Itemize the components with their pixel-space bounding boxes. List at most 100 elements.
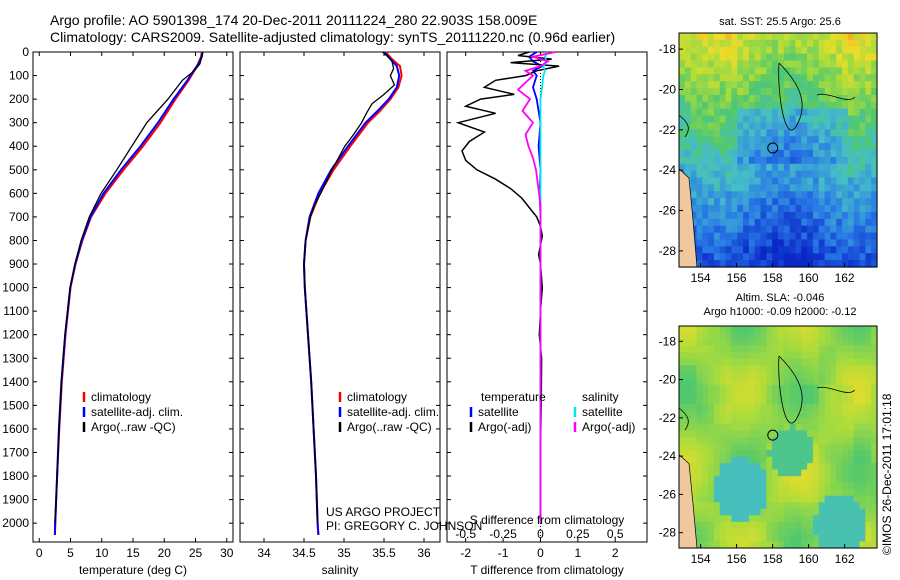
sla-map-cell xyxy=(702,326,709,334)
sla-map-cell xyxy=(859,345,866,353)
sst-map-cell xyxy=(690,67,698,75)
sst-map-cell xyxy=(679,53,686,62)
sst-map-cell xyxy=(865,191,872,199)
sla-map-cell xyxy=(871,326,878,334)
sla-map-cell xyxy=(696,534,703,543)
sst-map-cell xyxy=(836,122,843,130)
sst-map-cell xyxy=(743,81,750,89)
sst-map-cell xyxy=(696,156,703,165)
sla-map-cell xyxy=(737,541,744,549)
sla-map-cells xyxy=(679,326,878,549)
sst-map-cell xyxy=(853,81,861,89)
sla-map-cell xyxy=(801,508,808,516)
sst-map-cell xyxy=(812,129,820,137)
sst-map-cell xyxy=(807,46,814,55)
sst-map-cell xyxy=(731,170,738,179)
sst-map-cell xyxy=(801,218,808,227)
sla-map-cell xyxy=(731,352,738,360)
sla-map-cell xyxy=(731,502,738,510)
sla-map-cell xyxy=(871,528,878,536)
sst-map-cell xyxy=(789,184,797,192)
sla-map-cell xyxy=(818,437,826,445)
sla-map-cell xyxy=(702,378,709,386)
sla-map-cell xyxy=(847,476,855,484)
sst-map-cell xyxy=(824,246,832,254)
sst-map-cell xyxy=(783,81,791,89)
sst-map-cell xyxy=(801,74,808,82)
timestamp-stamp: ©IMOS 26-Dec-2011 17:01:18 xyxy=(880,393,894,555)
sla-map-cell xyxy=(748,437,756,445)
sst-map-cell xyxy=(760,191,767,199)
sst-map-cell xyxy=(842,122,849,130)
sla-map-cell xyxy=(830,515,837,523)
sla-map-cell xyxy=(865,456,872,464)
sst-map-cell xyxy=(778,115,785,124)
sst-map-cell xyxy=(795,246,802,254)
sla-map-cell xyxy=(690,339,698,347)
sst-map-cell xyxy=(713,191,721,199)
sla-map-cell xyxy=(772,417,779,425)
sla-map-cell xyxy=(748,502,756,510)
sla-map-cell xyxy=(801,339,808,347)
sst-map-cell xyxy=(772,150,779,158)
sla-map-cell xyxy=(748,378,756,386)
sst-map-cell xyxy=(807,101,814,110)
sla-map-cell xyxy=(842,476,849,484)
sla-map-cell xyxy=(684,339,692,347)
sla-map-cell xyxy=(696,443,703,451)
sst-map-cell xyxy=(713,101,721,110)
sst-map-cell xyxy=(853,225,861,234)
sla-map-cell xyxy=(859,534,866,543)
sst-map-cell xyxy=(783,225,791,234)
sst-map-cell xyxy=(836,101,843,110)
sla-map-cell xyxy=(812,437,820,445)
sst-map-cell xyxy=(690,81,698,89)
sst-map-cell xyxy=(737,177,744,186)
sla-map-cell xyxy=(795,391,802,399)
sst-map-cell xyxy=(795,108,802,117)
sst-map-cell xyxy=(871,205,878,213)
sst-map-cell xyxy=(847,156,855,165)
sla-map-cell xyxy=(830,358,837,366)
sla-map-cell xyxy=(830,384,837,392)
sla-map-cell xyxy=(725,508,733,516)
sst-map-cell xyxy=(684,94,692,103)
sla-map-cell xyxy=(754,437,762,445)
sst-map-cell xyxy=(807,163,814,172)
sst-map-cell xyxy=(830,211,837,220)
sla-map-cell xyxy=(708,332,715,340)
sla-map-cell xyxy=(859,378,866,386)
sla-lon-tick-label: 158 xyxy=(763,552,783,566)
sst-map-cell xyxy=(795,46,802,55)
sla-map-cell xyxy=(847,371,855,379)
sst-map-cell xyxy=(684,74,692,82)
sla-map-cell xyxy=(778,463,785,471)
sst-map-cell xyxy=(766,53,773,62)
sst-map-frame xyxy=(678,32,878,268)
sla-map-cell xyxy=(801,358,808,366)
sla-map-cell xyxy=(859,417,866,425)
sst-map-cell xyxy=(690,94,698,103)
sst-map-cell xyxy=(801,60,808,69)
sla-map-cell xyxy=(812,463,820,471)
sst-map-cell xyxy=(696,94,703,103)
sst-map-cell xyxy=(818,191,826,199)
sst-map-cell xyxy=(842,211,849,220)
difference-xtick-label: -2 xyxy=(460,546,471,560)
sla-map-cell xyxy=(818,521,826,530)
sst-map-cell xyxy=(684,88,692,96)
sla-map-cell xyxy=(702,534,709,543)
sla-map-cell xyxy=(719,417,727,425)
sla-map-cell xyxy=(760,534,767,543)
sst-map-cell xyxy=(760,156,767,165)
sst-map-cell xyxy=(859,88,866,96)
sst-map-cell xyxy=(772,198,779,206)
salinity-xtick-label: 35.5 xyxy=(372,546,396,560)
sst-map-cell xyxy=(824,163,832,172)
sla-map-cell xyxy=(824,365,832,373)
sla-map-cell xyxy=(702,502,709,510)
sst-map-cell xyxy=(748,191,756,199)
sla-map-cell xyxy=(824,456,832,464)
sla-map-cell xyxy=(731,437,738,445)
sla-map-cell xyxy=(708,358,715,366)
